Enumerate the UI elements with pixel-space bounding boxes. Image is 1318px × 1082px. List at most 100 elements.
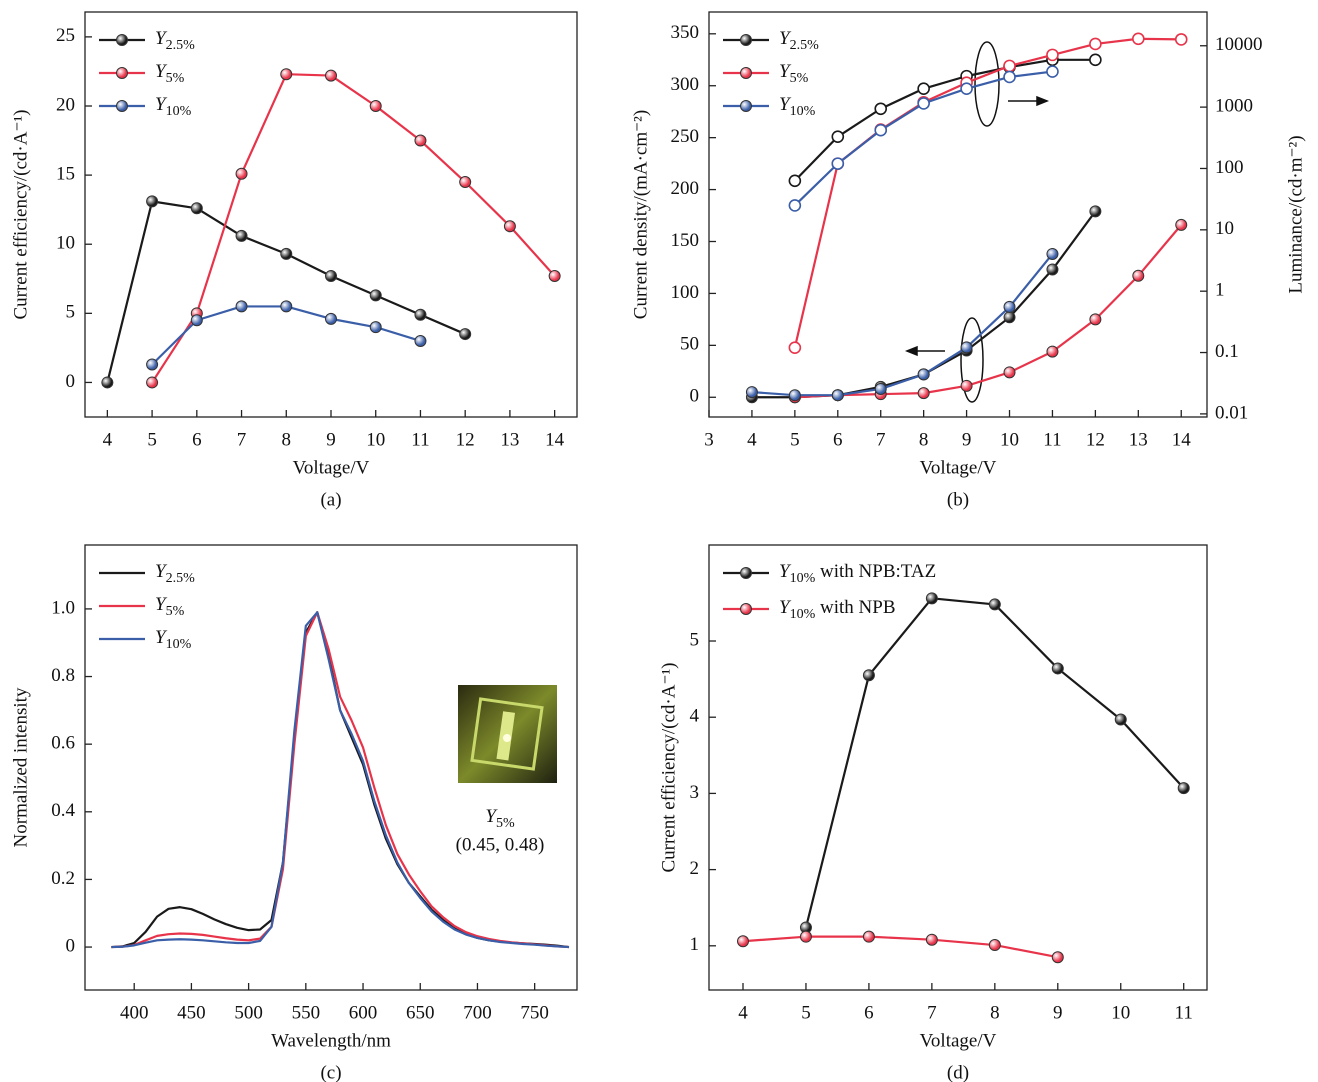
x-tick-label: 4 xyxy=(103,429,113,450)
marker xyxy=(369,99,382,112)
marker xyxy=(280,247,293,260)
x-tick-label: 6 xyxy=(192,429,202,450)
x-tick-label: 10 xyxy=(1000,429,1019,450)
x-tick-label: 8 xyxy=(990,1002,1000,1023)
marker xyxy=(1003,300,1016,313)
x-tick-label: 9 xyxy=(326,429,336,450)
x-tick-label: 12 xyxy=(1086,429,1105,450)
y-tick-label: 0 xyxy=(66,935,76,956)
y-tick-label: 2 xyxy=(690,858,700,879)
x-tick-label: 14 xyxy=(1172,429,1192,450)
x-tick-label: 6 xyxy=(864,1002,874,1023)
annotation: Y5% xyxy=(485,806,515,831)
y-tick-label: 0.6 xyxy=(51,733,75,754)
y-axis-label: Current density/(mA·cm⁻²) xyxy=(630,110,651,319)
x-tick-label: 11 xyxy=(411,429,429,450)
x-tick-label: 3 xyxy=(704,429,714,450)
plot-frame xyxy=(708,544,1208,991)
y-tick-label: 250 xyxy=(671,126,700,147)
x-tick-label: 5 xyxy=(790,429,800,450)
x-tick-label: 13 xyxy=(1129,429,1148,450)
open-marker xyxy=(1003,70,1016,84)
panel-caption: (b) xyxy=(947,489,969,510)
legend-label: Y10% with NPB:TAZ xyxy=(779,561,936,586)
series-line xyxy=(151,73,556,384)
x-tick-label: 7 xyxy=(876,429,886,450)
open-marker xyxy=(917,97,930,110)
marker xyxy=(190,202,203,215)
annotation: (0.45, 0.48) xyxy=(456,834,545,855)
legend-label: Y10% xyxy=(779,94,816,119)
series-line xyxy=(804,597,1185,928)
marker xyxy=(1051,951,1064,964)
open-marker xyxy=(831,130,845,143)
marker xyxy=(1114,713,1127,726)
plot-data xyxy=(745,32,1188,404)
marker xyxy=(280,68,293,81)
marker xyxy=(414,308,427,321)
y-tick-label: 50 xyxy=(680,334,699,355)
panel-caption: (c) xyxy=(320,1062,341,1082)
marker xyxy=(960,379,973,392)
open-marker xyxy=(1046,48,1059,62)
x-tick-label: 9 xyxy=(1053,1002,1063,1023)
y-tick-label: 0 xyxy=(66,371,76,392)
marker xyxy=(1046,263,1059,276)
x-tick-label: 7 xyxy=(237,429,247,450)
legend-label: Y10% with NPB xyxy=(779,597,896,622)
y-tick-label: 150 xyxy=(671,230,700,251)
open-marker xyxy=(874,123,888,137)
marker xyxy=(874,382,887,395)
y2-tick-label: 1 xyxy=(1215,280,1225,301)
y-tick-label: 350 xyxy=(671,22,700,43)
marker xyxy=(1175,218,1188,231)
legend-marker xyxy=(116,67,128,79)
marker xyxy=(146,376,159,389)
legend-marker xyxy=(116,34,128,46)
x-tick-label: 5 xyxy=(147,429,157,450)
y-tick-label: 5 xyxy=(690,629,700,650)
x-tick-label: 9 xyxy=(962,429,972,450)
x-tick-label: 550 xyxy=(292,1002,321,1023)
x-tick-label: 450 xyxy=(177,1002,206,1023)
open-marker xyxy=(874,102,888,116)
marker xyxy=(190,314,203,327)
legend-marker xyxy=(740,100,752,112)
marker xyxy=(1089,313,1102,326)
x-tick-label: 700 xyxy=(463,1002,492,1023)
x-tick-label: 6 xyxy=(833,429,843,450)
marker xyxy=(414,334,427,347)
x-tick-label: 11 xyxy=(1175,1002,1193,1023)
marker xyxy=(325,270,337,283)
x-tick-label: 8 xyxy=(282,429,292,450)
x-axis-label: Voltage/V xyxy=(920,1030,997,1051)
legend-label: Y5% xyxy=(155,594,185,619)
legend-marker xyxy=(740,603,752,615)
arrow-head xyxy=(904,345,918,357)
marker xyxy=(280,300,293,313)
y2-tick-label: 1000 xyxy=(1215,95,1253,116)
marker xyxy=(862,930,875,943)
marker xyxy=(369,289,382,302)
open-marker xyxy=(788,341,802,354)
marker xyxy=(235,300,248,313)
legend-marker xyxy=(740,67,752,79)
open-marker xyxy=(1089,53,1102,67)
open-marker xyxy=(1174,33,1188,46)
legend-label: Y2.5% xyxy=(155,28,195,53)
x-tick-label: 400 xyxy=(120,1002,149,1023)
marker xyxy=(745,386,758,399)
open-marker xyxy=(1089,37,1102,51)
x-tick-label: 10 xyxy=(366,429,385,450)
y-tick-label: 1 xyxy=(690,934,700,955)
open-marker xyxy=(1132,32,1145,46)
marker xyxy=(1003,366,1016,379)
legend-label: Y2.5% xyxy=(155,561,195,586)
marker xyxy=(459,328,472,341)
marker xyxy=(917,368,930,381)
annotation-shapes xyxy=(904,41,1050,403)
x-tick-label: 650 xyxy=(406,1002,435,1023)
plot-data xyxy=(111,611,570,949)
marker xyxy=(988,939,1001,952)
y2-tick-label: 0.01 xyxy=(1215,402,1248,423)
